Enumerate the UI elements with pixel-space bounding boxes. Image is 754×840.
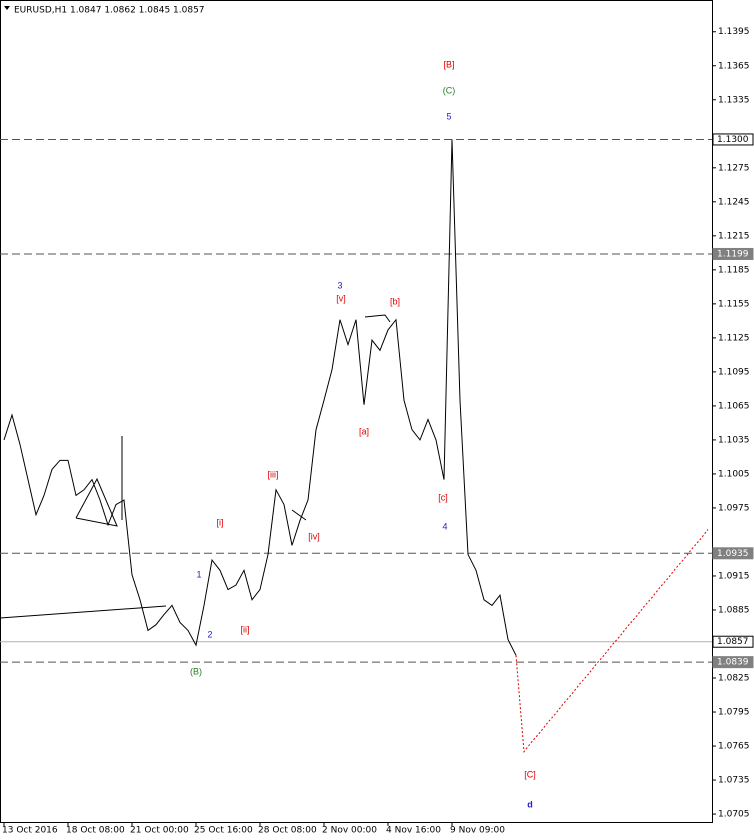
y-tick-label: 1.1155 <box>718 299 750 309</box>
y-tick-label: 1.1005 <box>718 469 750 479</box>
y-tick-label: 1.1215 <box>718 231 750 241</box>
x-tick-label: 28 Oct 08:00 <box>258 826 317 836</box>
price-tag-label: 1.0839 <box>717 658 749 668</box>
y-tick-label: 1.1335 <box>718 95 750 105</box>
y-tick-label: 1.0825 <box>718 674 750 684</box>
price-tag <box>712 547 754 560</box>
wave-label: [C] <box>524 769 536 779</box>
x-tick-label: 21 Oct 00:00 <box>130 826 189 836</box>
trendline <box>291 509 307 521</box>
wave-label: [i] <box>216 517 223 527</box>
price-tag <box>712 635 754 648</box>
series-line <box>3 139 517 656</box>
x-tick-label: 13 Oct 2016 <box>2 826 58 836</box>
wave-label: [ii] <box>241 624 250 634</box>
price-tag <box>712 133 754 146</box>
trendline <box>364 314 391 323</box>
x-tick-label: 4 Nov 16:00 <box>386 826 441 836</box>
trendline <box>75 477 118 527</box>
wave-label: [c] <box>438 492 448 502</box>
x-tick-label: 9 Nov 09:00 <box>450 826 505 836</box>
y-tick-label: 1.0915 <box>718 571 750 581</box>
wave-label: [iii] <box>268 469 279 479</box>
y-tick-label: 1.1185 <box>718 265 750 275</box>
price-tag-label: 1.0857 <box>717 637 749 647</box>
wave-label: (C) <box>443 85 456 95</box>
price-tag-label: 1.1300 <box>717 135 749 145</box>
y-tick-label: 1.1365 <box>718 61 750 71</box>
y-tick-label: 1.0735 <box>718 776 750 786</box>
y-tick-label: 1.1245 <box>718 197 750 207</box>
wave-label: [B] <box>443 59 454 69</box>
x-tick-label: 18 Oct 08:00 <box>66 826 125 836</box>
plot-frame <box>0 0 713 823</box>
x-tick-label: 2 Nov 00:00 <box>322 826 377 836</box>
wave-label: 2 <box>207 629 212 639</box>
y-tick-label: 1.1095 <box>718 367 750 377</box>
y-tick-label: 1.0975 <box>718 503 750 513</box>
wave-label: d <box>527 799 533 809</box>
y-tick-label: 1.0885 <box>718 605 750 615</box>
price-tag <box>712 247 754 260</box>
price-tag-label: 1.0935 <box>717 549 749 559</box>
y-tick-label: 1.0705 <box>718 810 750 820</box>
trendline <box>0 605 167 619</box>
y-tick-label: 1.0765 <box>718 742 750 752</box>
menu-icon <box>4 6 10 10</box>
y-tick-label: 1.1275 <box>718 163 750 173</box>
price-tag <box>712 656 754 669</box>
y-tick-label: 1.1065 <box>718 401 750 411</box>
y-tick-label: 1.1125 <box>718 333 750 343</box>
wave-label: 5 <box>446 111 451 121</box>
wave-label: [b] <box>390 296 400 306</box>
y-tick-label: 1.1035 <box>718 435 750 445</box>
chart-title: EURUSD,H1 1.0847 1.0862 1.0845 1.0857 <box>14 6 205 16</box>
wave-label: [a] <box>359 426 369 436</box>
wave-label: (B) <box>190 666 202 676</box>
price-tag-label: 1.1199 <box>717 249 749 259</box>
wave-label: 4 <box>442 521 447 531</box>
wave-label: 1 <box>196 569 201 579</box>
y-tick-label: 1.1395 <box>718 27 750 37</box>
x-tick-label: 25 Oct 16:00 <box>194 826 253 836</box>
wave-label: [iv] <box>308 531 320 541</box>
trendlines <box>0 314 391 619</box>
wave-label: [v] <box>336 293 346 303</box>
y-tick-label: 1.0795 <box>718 708 750 718</box>
wave-label: 3 <box>337 280 342 290</box>
